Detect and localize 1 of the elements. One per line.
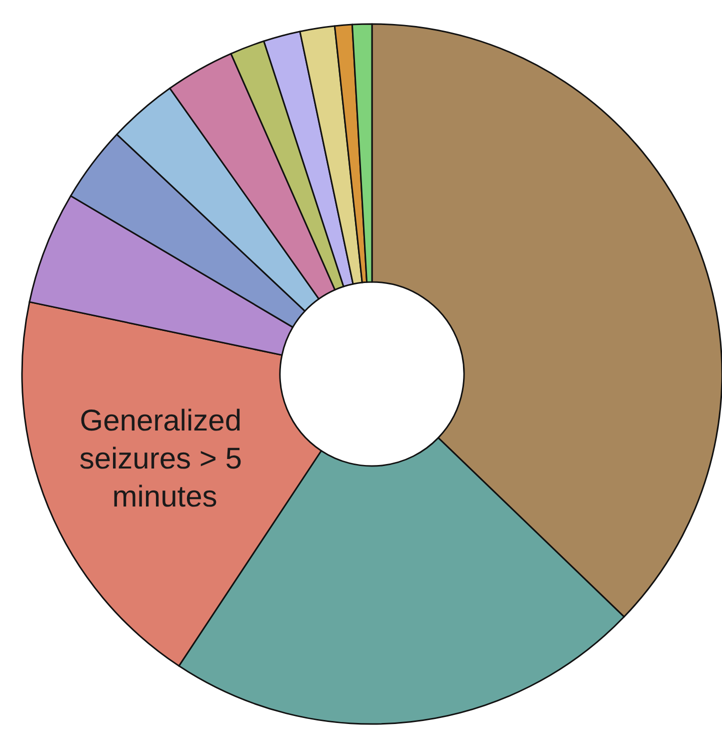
slice-label: Generalized seizures > 5 minutes xyxy=(79,404,250,514)
